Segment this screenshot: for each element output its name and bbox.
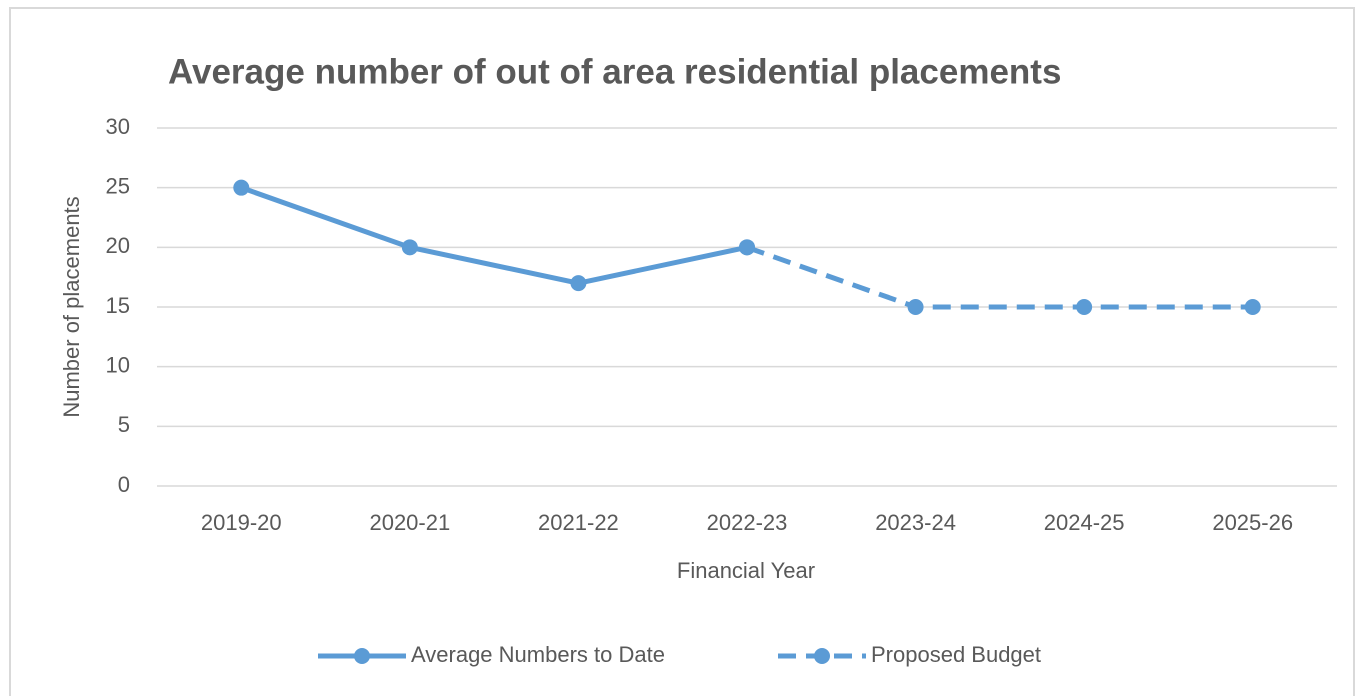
y-tick-label: 25 — [106, 173, 130, 198]
x-tick-label: 2019-20 — [201, 510, 282, 535]
legend-marker — [354, 648, 370, 664]
chart-title: Average number of out of area residentia… — [168, 52, 1061, 91]
y-tick-label: 0 — [118, 472, 130, 497]
y-tick-label: 20 — [106, 233, 130, 258]
point-marker — [1244, 299, 1261, 315]
legend-label: Average Numbers to Date — [411, 642, 665, 667]
legend-marker — [814, 648, 830, 664]
chart-frame — [9, 7, 1355, 696]
legend-label: Proposed Budget — [871, 642, 1041, 667]
point-marker — [570, 275, 587, 292]
series-line — [746, 244, 1253, 310]
point-marker — [739, 239, 755, 256]
y-axis-label: Number of placements — [59, 196, 84, 417]
x-tick-label: 2021-22 — [538, 510, 619, 535]
y-tick-label: 5 — [118, 412, 130, 437]
point-marker — [401, 239, 418, 256]
x-tick-label: 2025-26 — [1212, 510, 1293, 535]
x-tick-label: 2024-25 — [1044, 510, 1125, 535]
x-tick-label: 2022-23 — [707, 510, 788, 535]
x-tick-label: 2020-21 — [369, 510, 450, 535]
y-tick-label: 10 — [106, 352, 130, 377]
point-marker — [233, 179, 250, 196]
x-tick-label: 2023-24 — [875, 510, 956, 535]
x-axis-label: Financial Year — [677, 558, 815, 583]
y-tick-label: 30 — [106, 114, 130, 139]
point-marker — [1076, 299, 1093, 315]
series-line — [240, 185, 748, 286]
point-marker — [907, 299, 924, 315]
y-tick-label: 15 — [106, 293, 130, 318]
